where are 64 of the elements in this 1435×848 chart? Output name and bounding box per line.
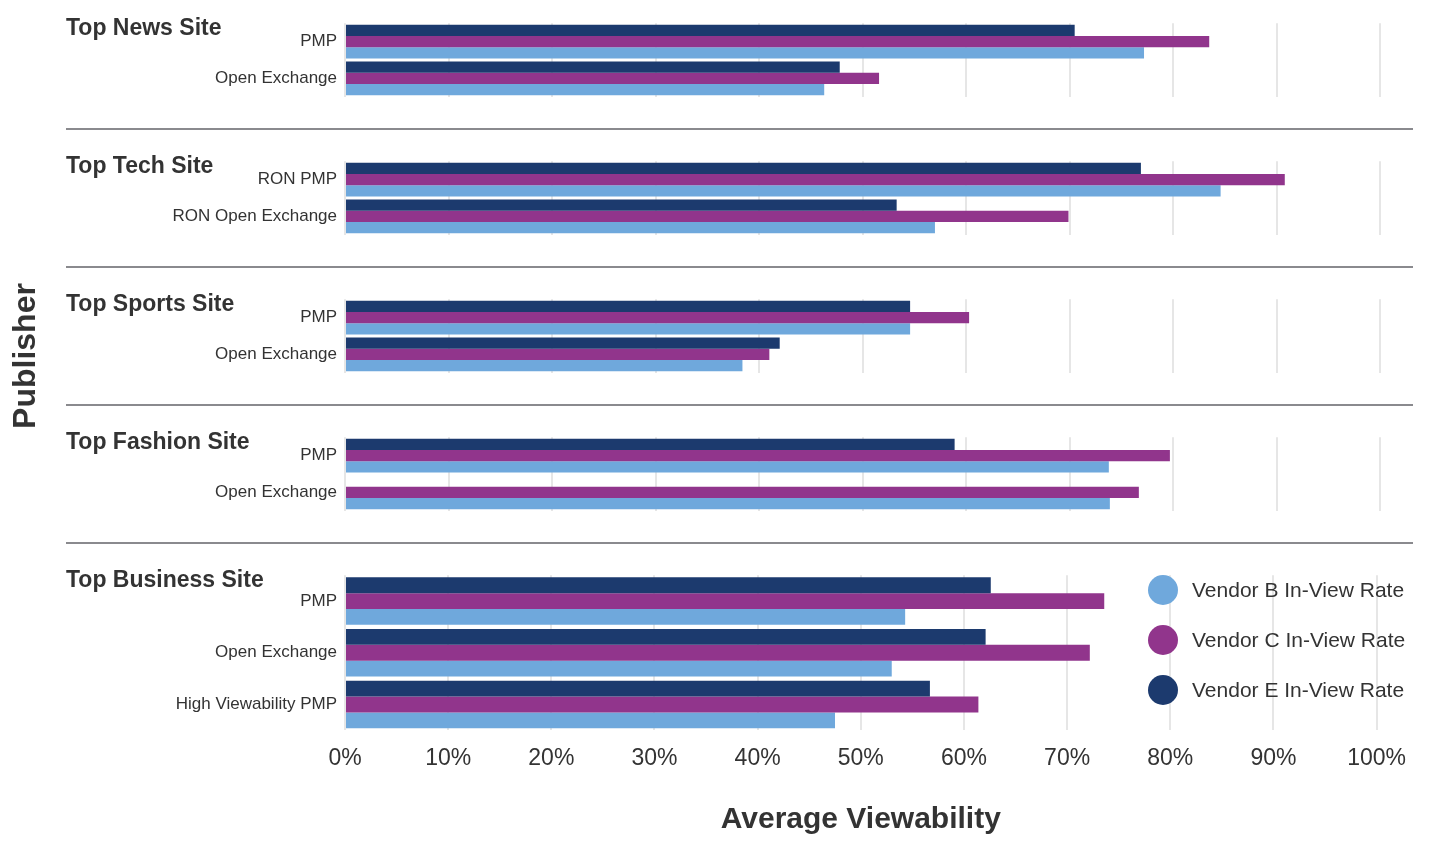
bar — [346, 185, 1221, 197]
x-tick-label: 100% — [1347, 743, 1406, 770]
bar — [346, 162, 1141, 174]
bar — [346, 680, 930, 697]
bar — [346, 72, 880, 85]
bar — [346, 311, 970, 324]
bar — [346, 84, 825, 96]
y-tick-label: PMP — [300, 445, 337, 465]
x-axis-title: Average Viewability — [720, 801, 1002, 835]
x-tick-label: 0% — [328, 743, 362, 770]
y-tick-label: RON PMP — [257, 169, 337, 189]
bar — [346, 360, 743, 372]
text: Top Tech Site — [66, 151, 214, 178]
bar — [346, 609, 906, 625]
x-tick-label: 70% — [1044, 743, 1091, 770]
bar — [346, 461, 1109, 473]
bar — [346, 498, 1110, 510]
y-tick-label: Open Exchange — [215, 642, 337, 662]
y-tick-label: Open Exchange — [215, 344, 337, 364]
x-tick-label: 90% — [1250, 743, 1297, 770]
bar — [346, 210, 1069, 223]
bar — [346, 337, 780, 349]
chart-title: Top Business Site — [66, 565, 264, 592]
x-tick-label: 80% — [1147, 743, 1194, 770]
y-tick-label: Open Exchange — [215, 68, 337, 88]
legend-label: Vendor C In-View Rate — [1192, 627, 1406, 652]
bar — [346, 24, 1075, 36]
y-tick-label: RON Open Exchange — [172, 206, 337, 226]
bar — [346, 486, 1139, 499]
y-tick-label: Open Exchange — [215, 482, 337, 502]
bar — [346, 629, 986, 645]
bar — [346, 199, 897, 211]
bar — [346, 222, 935, 234]
x-tick-label: 10% — [425, 743, 472, 770]
bar — [346, 323, 911, 335]
legend-label: Vendor E In-View Rate — [1192, 677, 1405, 702]
bar — [346, 61, 840, 73]
bar — [346, 577, 991, 594]
bar — [346, 438, 955, 450]
bar — [346, 593, 1105, 609]
x-tick-label: 60% — [940, 743, 987, 770]
text: Top News Site — [66, 13, 222, 40]
y-tick-label: High Viewability PMP — [175, 694, 337, 714]
y-tick-label: PMP — [300, 307, 337, 327]
legend-label: Vendor B In-View Rate — [1192, 577, 1405, 602]
y-tick-label: PMP — [300, 31, 337, 51]
y-tick-label: PMP — [300, 590, 337, 610]
text: Top Fashion Site — [66, 427, 250, 454]
x-tick-label: 20% — [528, 743, 575, 770]
x-tick-label: 40% — [734, 743, 781, 770]
bar — [346, 300, 911, 312]
y-axis-title: Publisher — [5, 283, 43, 429]
bar — [346, 696, 979, 713]
bar — [346, 712, 835, 729]
bar — [346, 348, 770, 361]
bar — [346, 35, 1210, 48]
bar — [346, 173, 1285, 186]
bar — [346, 449, 1170, 462]
bar — [346, 660, 892, 677]
x-tick-label: 50% — [837, 743, 884, 770]
bar — [346, 47, 1145, 59]
text: Top Sports Site — [66, 289, 235, 316]
x-tick-label: 30% — [631, 743, 678, 770]
bar — [346, 644, 1090, 661]
